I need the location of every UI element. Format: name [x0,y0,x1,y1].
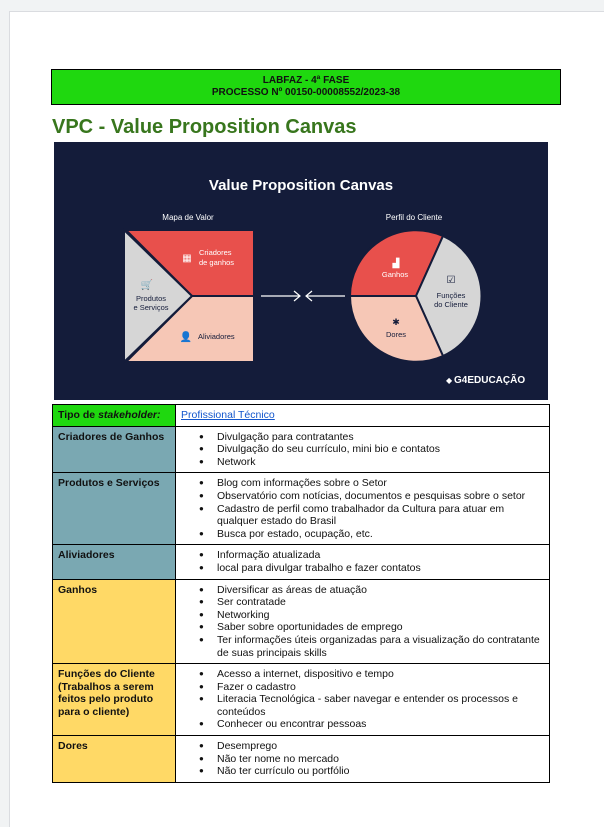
row-items-cell: Blog com informações sobre o SetorObserv… [175,472,550,546]
list-item: Divulgação do seu currículo, mini bio e … [199,443,544,456]
page-title: VPC - Value Proposition Canvas [52,116,357,138]
bullet-list: Blog com informações sobre o SetorObserv… [181,477,544,540]
stakeholder-label-em: stakeholder: [98,409,161,421]
table-row: GanhosDiversificar as áreas de atuaçãoSe… [52,578,550,665]
stakeholder-label: Tipo de stakeholder: [52,404,176,427]
jobs-label-2: do Cliente [434,300,468,309]
chart-icon: ▟ [392,257,401,269]
vpc-banner-image: Value Proposition Canvas Mapa de Valor P… [54,142,548,400]
list-item: Conhecer ou encontrar pessoas [199,718,544,731]
stakeholder-value-cell: Profissional Técnico [175,404,550,427]
list-item: Não ter currículo ou portfólio [199,765,544,778]
list-item: Não ter nome no mercado [199,753,544,766]
table-row: Produtos e ServiçosBlog com informações … [52,472,550,546]
header-line-1: LABFAZ - 4ª FASE [262,75,350,86]
document-page: LABFAZ - 4ª FASE PROCESSO Nº 00150-00008… [9,11,604,827]
row-label: Aliviadores [52,544,176,580]
jobs-shape [414,234,483,358]
bullet-list: DesempregoNão ter nome no mercadoNão ter… [181,740,544,778]
list-item: Ser contratade [199,596,544,609]
list-item: Diversificar as áreas de atuação [199,584,544,597]
row-label: Funções do Cliente (Trabalhos a serem fe… [52,663,176,737]
gains-shape [348,229,445,297]
products-shape [123,227,194,365]
gain-creators-label-1: Criadores [199,248,232,257]
pains-shape [348,295,445,363]
bullet-list: Acesso a internet, dispositivo e tempoFa… [181,668,544,731]
list-item: local para divulgar trabalho e fazer con… [199,562,544,575]
stakeholder-link[interactable]: Profissional Técnico [181,409,275,421]
table-row: AliviadoresInformação atualizadalocal pa… [52,544,550,580]
list-item: Busca por estado, ocupação, etc. [199,528,544,541]
row-label: Dores [52,735,176,783]
brand-diamond-icon: ◆ [446,376,453,385]
gain-creators-icon: ▦ [182,253,191,264]
jobs-label-1: Funções [437,291,466,300]
list-item: Acesso a internet, dispositivo e tempo [199,668,544,681]
banner-title: Value Proposition Canvas [209,177,393,194]
check-icon: ☑ [447,275,456,286]
gain-creators-label-2: de ganhos [199,258,234,267]
stakeholder-label-prefix: Tipo de [58,409,99,421]
table-row: Criadores de GanhosDivulgação para contr… [52,425,550,474]
list-item: Desemprego [199,740,544,753]
bullet-list: Informação atualizadalocal para divulgar… [181,549,544,574]
person-icon: 👤 [180,330,192,343]
brand-logo: G4EDUCAÇÃO [454,373,525,386]
arrows-graphic [261,290,345,302]
list-item: Literacia Tecnológica - saber navegar e … [199,693,544,718]
list-item: Divulgação para contratantes [199,431,544,444]
gains-label: Ganhos [382,270,409,279]
cart-icon: 🛒 [141,278,153,291]
stakeholder-row: Tipo de stakeholder: Profissional Técnic… [52,404,550,427]
row-items-cell: Divulgação para contratantesDivulgação d… [175,425,550,474]
row-label: Produtos e Serviços [52,472,176,546]
row-items-cell: Diversificar as áreas de atuaçãoSer cont… [175,578,550,665]
pains-label: Dores [386,330,406,339]
header-box: LABFAZ - 4ª FASE PROCESSO Nº 00150-00008… [51,69,561,105]
list-item: Network [199,456,544,469]
list-item: Cadastro de perfil como trabalhador da C… [199,503,544,528]
table-row: Funções do Cliente (Trabalhos a serem fe… [52,663,550,737]
alarm-icon: ✱ [392,317,400,327]
row-label: Ganhos [52,578,176,665]
value-map-graphic: ▦ Criadores de ganhos 🛒 Produtos e Servi… [123,227,255,365]
list-item: Saber sobre oportunidades de emprego [199,621,544,634]
list-item: Blog com informações sobre o Setor [199,477,544,490]
customer-profile-graphic: ▟ Ganhos ☑ Funções do Cliente ✱ Dores [348,229,483,363]
list-item: Observatório com notícias, documentos e … [199,490,544,503]
row-label: Criadores de Ganhos [52,425,176,474]
list-item: Ter informações úteis organizadas para a… [199,634,544,659]
products-label-2: e Serviços [133,303,168,312]
row-items-cell: Acesso a internet, dispositivo e tempoFa… [175,663,550,737]
banner-right-caption: Perfil do Cliente [386,213,443,222]
banner-left-caption: Mapa de Valor [162,213,214,222]
vpc-table: Tipo de stakeholder: Profissional Técnic… [52,404,550,783]
table-row: DoresDesempregoNão ter nome no mercadoNã… [52,735,550,783]
row-items-cell: DesempregoNão ter nome no mercadoNão ter… [175,735,550,783]
header-line-2: PROCESSO Nº 00150-00008552/2023-38 [211,87,401,98]
bullet-list: Diversificar as áreas de atuaçãoSer cont… [181,584,544,660]
products-label-1: Produtos [136,294,166,303]
relievers-label: Aliviadores [198,332,235,341]
list-item: Networking [199,609,544,622]
row-items-cell: Informação atualizadalocal para divulgar… [175,544,550,580]
bullet-list: Divulgação para contratantesDivulgação d… [181,431,544,469]
list-item: Fazer o cadastro [199,681,544,694]
list-item: Informação atualizada [199,549,544,562]
